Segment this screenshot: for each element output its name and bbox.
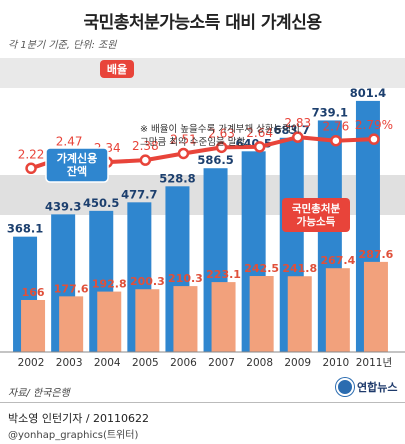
ratio-label: 2.47 (56, 135, 83, 149)
bar-income (325, 268, 350, 352)
ratio-label: 2.51 (170, 132, 197, 146)
data-label-credit: 739.1 (312, 105, 348, 119)
ratio-badge (100, 60, 134, 78)
background-band-top (0, 58, 405, 88)
legend-income-label: 가능소득 (297, 215, 336, 228)
data-label-income: 210.3 (168, 272, 203, 285)
data-label-income: 241.8 (282, 262, 317, 275)
bar-income (249, 276, 274, 352)
bar-income (287, 276, 312, 352)
ratio-label: 2.79% (355, 118, 393, 132)
annotation-text: 그만큼 최악 수준임을 말함. (140, 136, 248, 148)
credit-line: 박소영 인턴기자 / 20110622 (8, 412, 150, 425)
data-label-income: 177.6 (54, 282, 89, 295)
data-label-credit: 801.4 (350, 86, 386, 100)
x-tick-label: 2011년 (356, 357, 392, 369)
ratio-label: 2.63 (208, 126, 235, 140)
data-label-credit: 450.5 (83, 196, 119, 210)
yonhap-logo-icon (336, 378, 354, 396)
bar-income (21, 299, 46, 352)
bar-income (173, 286, 198, 352)
data-label-income: 287.6 (359, 248, 394, 261)
legend-credit-box (45, 147, 109, 183)
x-tick-label: 2005 (132, 357, 159, 369)
annotation-text: ※ 배율이 높을수록 가계부채 상환능력이 (140, 123, 300, 135)
x-tick-label: 2004 (94, 357, 121, 369)
bar-income (211, 282, 236, 352)
ratio-label: 2.76 (322, 120, 349, 134)
data-label-credit: 477.7 (121, 187, 157, 201)
ratio-badge-label: 배율 (107, 62, 127, 76)
data-label-income: 267.4 (320, 254, 355, 267)
x-tick-label: 2008 (246, 357, 273, 369)
ratio-label: 2.38 (132, 139, 159, 153)
legend-income-label: 국민총처분 (292, 202, 341, 215)
chart-area: 368.1 166 2002 439.3 177.6 2003 450.5 192.8 2004… (0, 58, 405, 369)
ratio-point (177, 147, 190, 160)
legend-income-box (282, 198, 350, 232)
unit-note: 각 1분기 기준, 단위: 조원 (8, 40, 117, 51)
x-tick-label: 2007 (208, 357, 235, 369)
ratio-point (330, 134, 342, 147)
source-note: 자료/ 한국은행 (8, 388, 70, 399)
ratio-point (215, 141, 228, 154)
x-tick-label: 2009 (284, 357, 311, 369)
data-label-income: 200.3 (130, 275, 165, 288)
divider (0, 402, 405, 403)
twitter-handle: @yonhap_graphics(트위터) (8, 430, 139, 441)
legend-credit-label: 잔액 (67, 164, 87, 178)
x-tick-label: 2010 (322, 357, 349, 369)
bar-income (363, 261, 388, 352)
bar-income (59, 296, 84, 352)
ratio-label: 2.64 (246, 126, 273, 140)
data-label-income: 166 (22, 286, 45, 299)
data-label-credit: 368.1 (7, 222, 43, 236)
x-tick-label: 2002 (18, 357, 45, 369)
bar-income (135, 289, 160, 352)
data-label-credit: 528.8 (159, 171, 195, 185)
chart-title: 국민총처분가능소득 대비 가계신용 (83, 13, 322, 33)
x-tick-label: 2003 (56, 357, 83, 369)
logo-text: 연합뉴스 (357, 381, 398, 394)
data-label-credit: 439.3 (45, 199, 81, 213)
ratio-point (253, 141, 266, 153)
data-label-income: 242.5 (244, 262, 279, 275)
ratio-point (139, 154, 152, 166)
ratio-point (368, 133, 380, 145)
ratio-label: 2.83 (284, 116, 311, 130)
bar-income (97, 291, 122, 352)
data-label-income: 192.8 (92, 278, 127, 291)
ratio-point (292, 131, 304, 143)
ratio-label: 2.22 (18, 147, 45, 161)
legend-credit-label: 가계신용 (57, 151, 97, 165)
data-label-income: 223.1 (206, 268, 241, 281)
yonhap-logo: 연합뉴스 (336, 377, 400, 397)
data-label-credit: 586.5 (197, 153, 233, 167)
x-tick-label: 2006 (170, 357, 197, 369)
ratio-point (25, 162, 37, 175)
